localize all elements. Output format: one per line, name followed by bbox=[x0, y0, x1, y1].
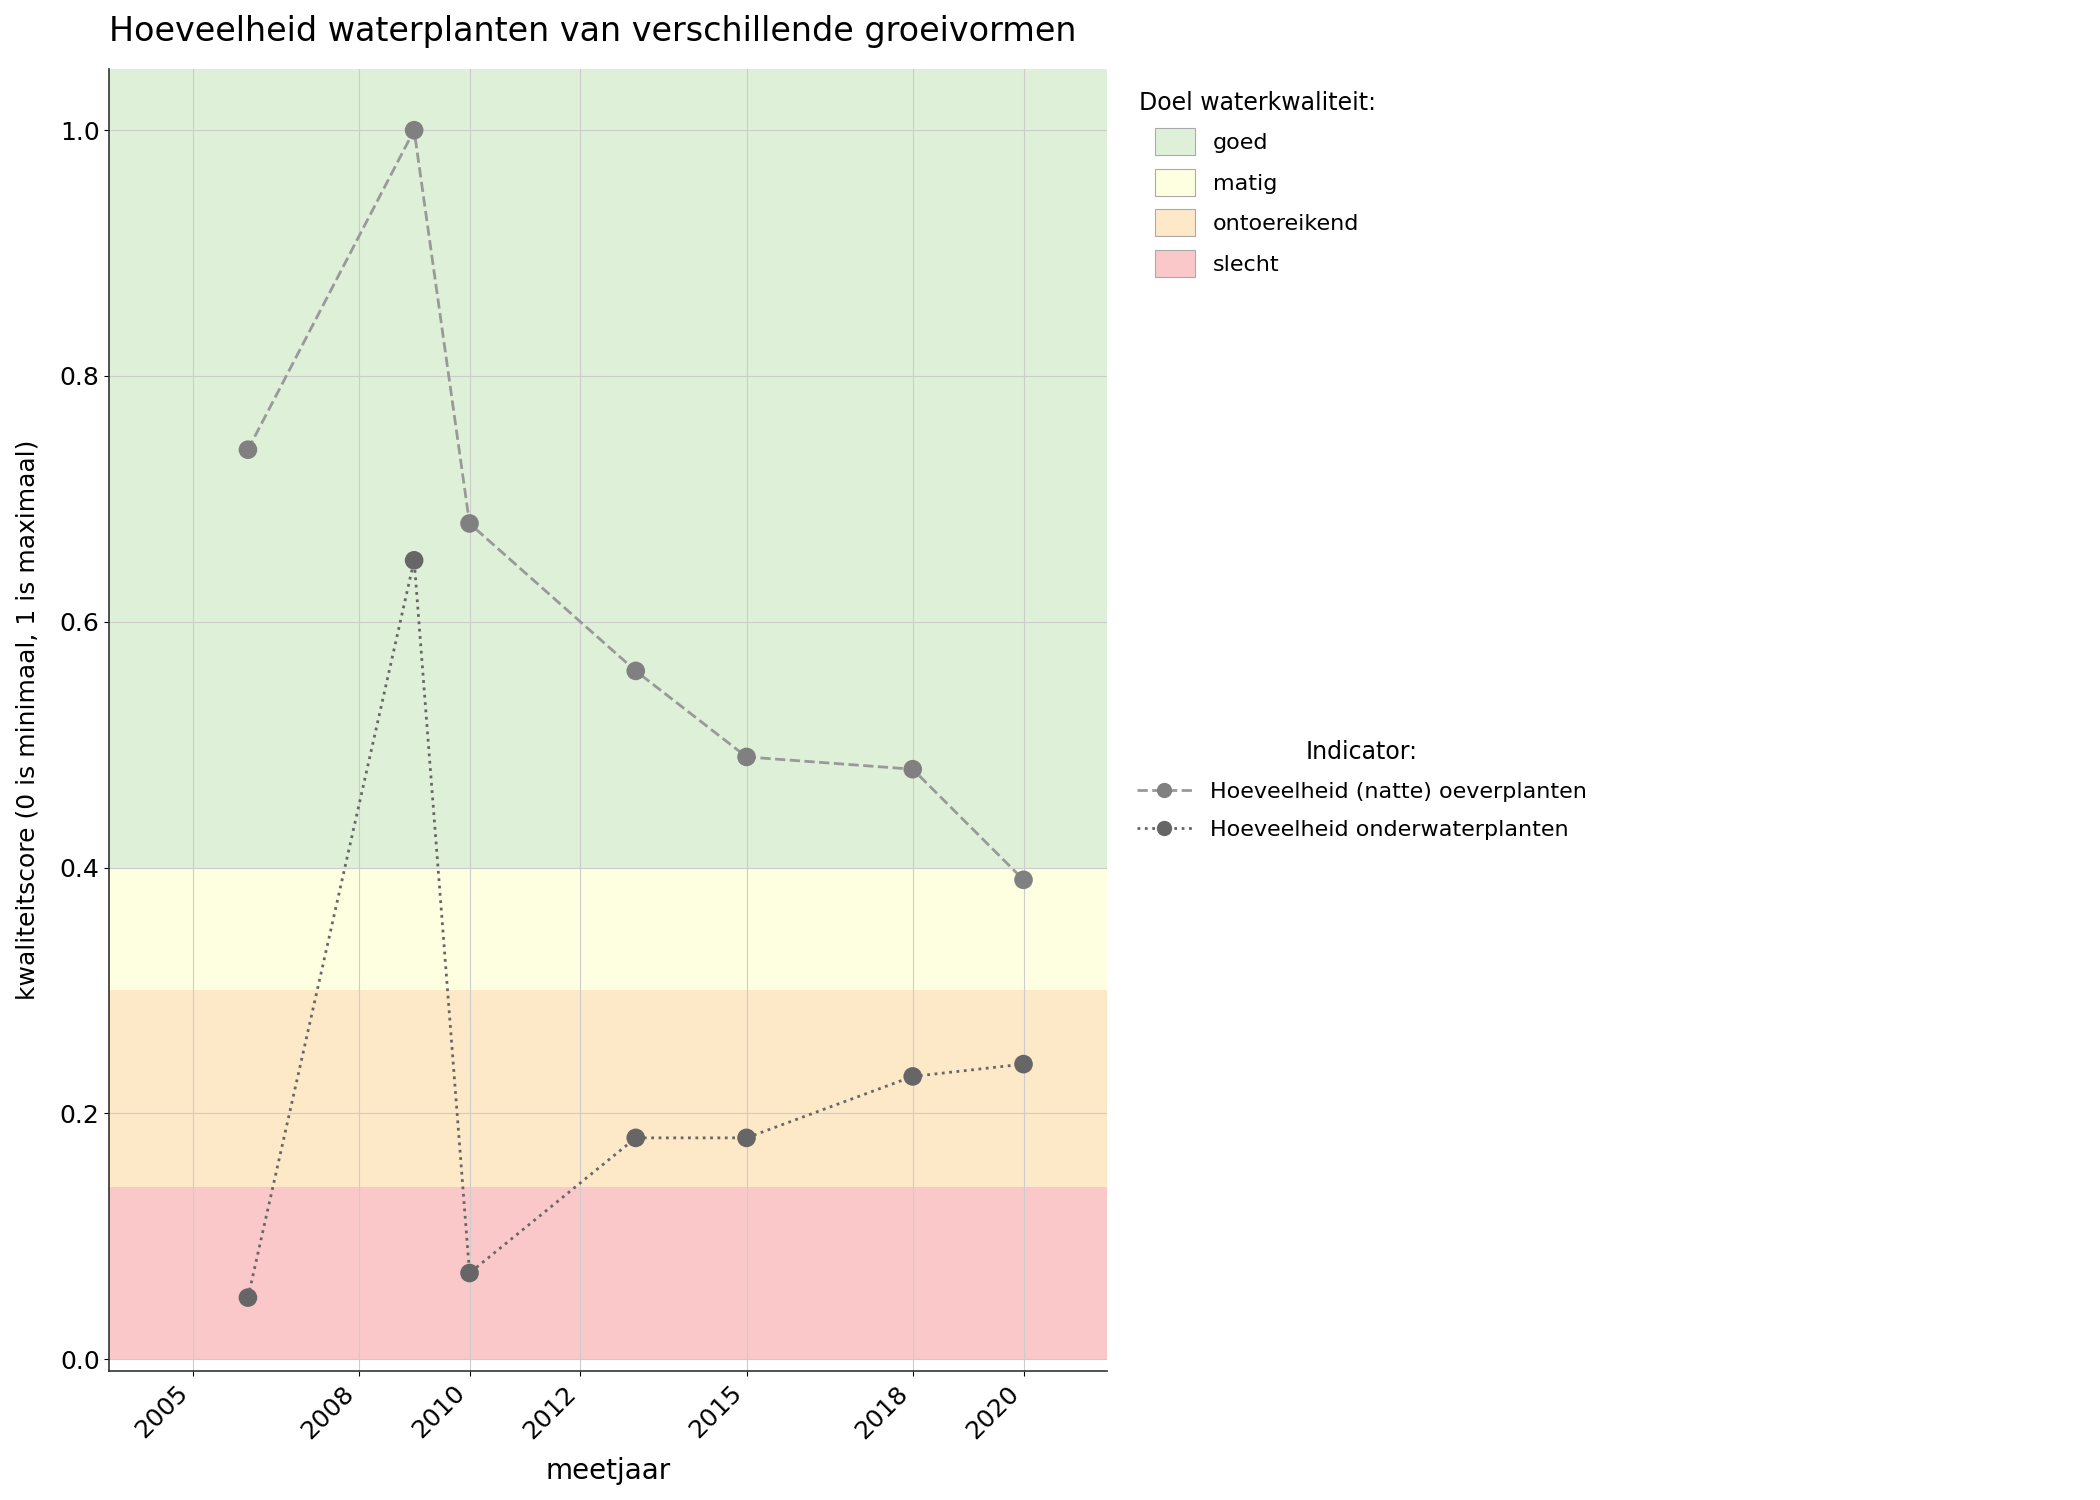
Bar bbox=[109, 990, 1107, 1186]
Legend: Hoeveelheid (natte) oeverplanten, Hoeveelheid onderwaterplanten: Hoeveelheid (natte) oeverplanten, Hoevee… bbox=[1128, 730, 1596, 849]
Point bbox=[729, 746, 762, 770]
Point bbox=[729, 1126, 762, 1150]
Bar bbox=[109, 1186, 1107, 1359]
Point bbox=[897, 1065, 930, 1089]
X-axis label: meetjaar: meetjaar bbox=[546, 1456, 670, 1485]
Bar bbox=[109, 57, 1107, 867]
Point bbox=[1006, 1052, 1040, 1076]
Point bbox=[397, 549, 430, 573]
Y-axis label: kwaliteitscore (0 is minimaal, 1 is maximaal): kwaliteitscore (0 is minimaal, 1 is maxi… bbox=[15, 440, 40, 1001]
Point bbox=[454, 512, 487, 536]
Text: Hoeveelheid waterplanten van verschillende groeivormen: Hoeveelheid waterplanten van verschillen… bbox=[109, 15, 1077, 48]
Point bbox=[231, 438, 265, 462]
Point bbox=[1006, 868, 1040, 892]
Point bbox=[397, 118, 430, 142]
Point bbox=[897, 758, 930, 782]
Point bbox=[454, 1262, 487, 1286]
Point bbox=[620, 658, 653, 682]
Point bbox=[620, 1126, 653, 1150]
Point bbox=[231, 1286, 265, 1310]
Bar bbox=[109, 867, 1107, 990]
